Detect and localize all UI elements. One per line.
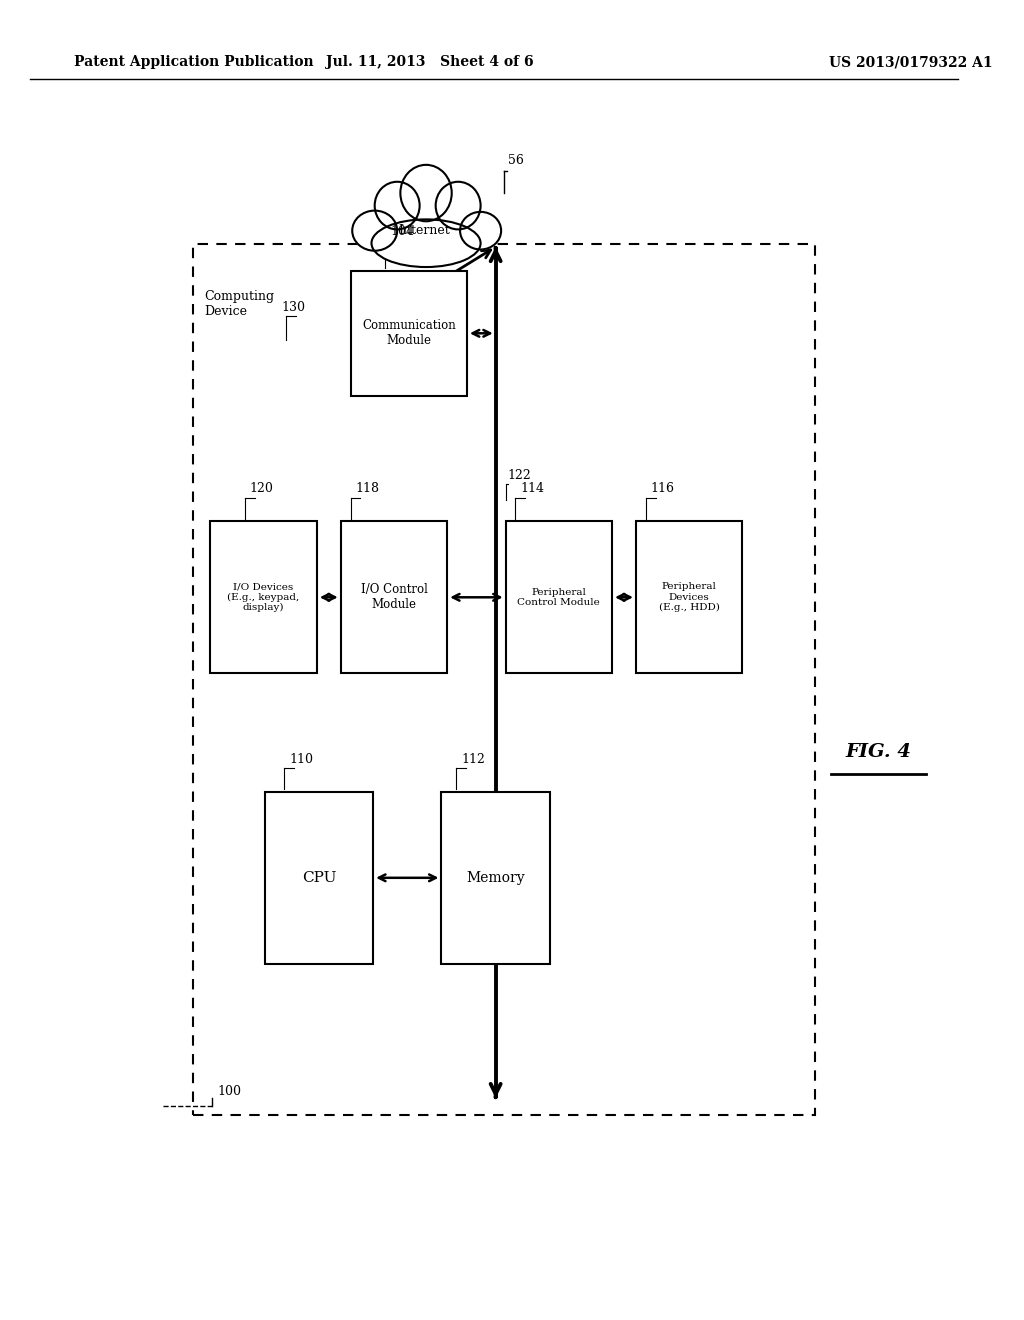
FancyBboxPatch shape bbox=[441, 792, 550, 964]
Text: US 2013/0179322 A1: US 2013/0179322 A1 bbox=[829, 55, 993, 70]
Text: 100: 100 bbox=[217, 1085, 242, 1098]
Text: Patent Application Publication: Patent Application Publication bbox=[74, 55, 313, 70]
Text: 112: 112 bbox=[461, 752, 485, 766]
FancyBboxPatch shape bbox=[264, 792, 373, 964]
Ellipse shape bbox=[375, 182, 420, 230]
Ellipse shape bbox=[435, 182, 480, 230]
Text: Peripheral
Control Module: Peripheral Control Module bbox=[517, 587, 600, 607]
Text: Computing
Device: Computing Device bbox=[205, 290, 274, 318]
Text: Memory: Memory bbox=[466, 871, 525, 884]
Ellipse shape bbox=[460, 213, 501, 249]
Text: Communication
Module: Communication Module bbox=[361, 319, 456, 347]
FancyBboxPatch shape bbox=[350, 271, 467, 396]
Text: 104: 104 bbox=[390, 224, 414, 238]
FancyBboxPatch shape bbox=[341, 521, 447, 673]
Text: Peripheral
Devices
(E.g., HDD): Peripheral Devices (E.g., HDD) bbox=[658, 582, 720, 612]
Text: 122: 122 bbox=[508, 469, 531, 482]
Text: 114: 114 bbox=[520, 482, 545, 495]
FancyBboxPatch shape bbox=[636, 521, 742, 673]
FancyBboxPatch shape bbox=[210, 521, 317, 673]
FancyBboxPatch shape bbox=[506, 521, 612, 673]
Text: 130: 130 bbox=[282, 301, 305, 314]
Text: 116: 116 bbox=[650, 482, 675, 495]
Text: 110: 110 bbox=[290, 752, 313, 766]
Text: Jul. 11, 2013   Sheet 4 of 6: Jul. 11, 2013 Sheet 4 of 6 bbox=[326, 55, 534, 70]
Text: 118: 118 bbox=[355, 482, 380, 495]
Ellipse shape bbox=[352, 211, 397, 251]
Text: FIG. 4: FIG. 4 bbox=[846, 743, 911, 762]
Text: 56: 56 bbox=[509, 154, 524, 168]
Text: I/O Devices
(E.g., keypad,
display): I/O Devices (E.g., keypad, display) bbox=[227, 582, 300, 612]
Text: I/O Control
Module: I/O Control Module bbox=[360, 583, 427, 611]
Ellipse shape bbox=[372, 219, 480, 267]
FancyBboxPatch shape bbox=[193, 244, 814, 1115]
Text: CPU: CPU bbox=[302, 871, 336, 884]
Ellipse shape bbox=[400, 165, 452, 222]
Text: 120: 120 bbox=[250, 482, 273, 495]
Text: Internet: Internet bbox=[398, 224, 451, 238]
